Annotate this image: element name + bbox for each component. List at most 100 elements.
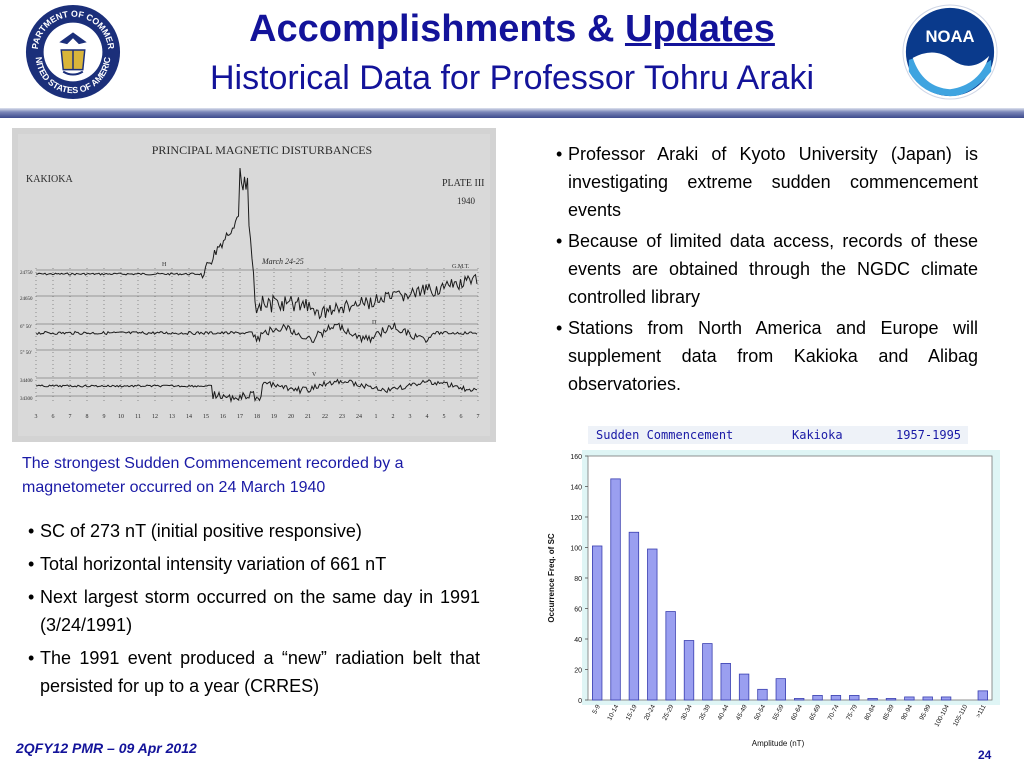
trace-label-v: V — [312, 372, 317, 378]
x-tick-label: 50-54 — [753, 703, 767, 721]
bullet-item: SC of 273 nT (initial positive responsiv… — [28, 517, 480, 545]
y-tick-label: 0 — [578, 698, 582, 705]
x-tick-label: 95-99 — [919, 703, 933, 721]
hour-tick-label: 2 — [392, 414, 395, 420]
noaa-logo-icon: NOAA — [902, 4, 998, 100]
x-tick-label: 85-89 — [882, 703, 896, 721]
scale-label: 24750 — [20, 271, 33, 276]
magnetogram-caption: The strongest Sudden Commencement record… — [22, 455, 404, 496]
bar-80-84 — [867, 698, 878, 701]
bullet-item: Stations from North America and Europe w… — [556, 314, 978, 398]
department-of-commerce-seal-icon: DEPARTMENT OF COMMERCE UNITED STATES OF … — [24, 3, 121, 100]
chart-period: 1957-1995 — [896, 428, 961, 442]
x-tick-label: >111 — [975, 703, 988, 719]
trace-label-d: D — [372, 320, 377, 326]
hour-tick-label: 3 — [35, 414, 38, 420]
bar-65-69 — [812, 695, 823, 701]
bar-45-49 — [738, 673, 750, 701]
plate-traces — [35, 167, 478, 404]
x-tick-label: 10-14 — [606, 703, 620, 721]
x-tick-label: 45-49 — [735, 703, 749, 721]
bullet-item: Total horizontal intensity variation of … — [28, 550, 480, 578]
x-tick-label: 75-79 — [845, 703, 859, 721]
scale-label: 24650 — [20, 297, 33, 302]
hour-tick-label: 5 — [443, 414, 446, 420]
x-tick-label: 30-34 — [680, 703, 694, 721]
plate-station: KAKIOKA — [26, 174, 73, 185]
bar-50-54 — [757, 688, 768, 701]
plate-date: March 24-25 — [261, 257, 304, 266]
hour-tick-label: 10 — [118, 414, 124, 420]
bar-55-59 — [775, 678, 786, 701]
bar-15-19 — [628, 531, 640, 701]
y-tick-label: 20 — [574, 668, 582, 675]
bullet-item: Because of limited data access, records … — [556, 227, 978, 311]
bar->111 — [977, 690, 988, 701]
y-tick-label: 120 — [570, 515, 582, 522]
hour-tick-label: 24 — [356, 414, 362, 420]
bullet-item: Professor Araki of Kyoto University (Jap… — [556, 140, 978, 224]
scale-label: 5° 50' — [20, 351, 32, 356]
bar-20-24 — [647, 548, 658, 701]
hour-tick-label: 16 — [220, 414, 226, 420]
y-tick-label: 80 — [574, 576, 582, 583]
hour-tick-label: 13 — [169, 414, 175, 420]
chart-y-label: Occurrence Freq. of SC — [547, 533, 556, 623]
right-bullet-list: Professor Araki of Kyoto University (Jap… — [556, 140, 978, 401]
bar-30-34 — [683, 640, 695, 701]
magnetic-trace — [35, 167, 478, 320]
bar-5-9 — [592, 545, 603, 701]
x-tick-label: 105-110 — [952, 703, 969, 727]
chart-y-ticks: 0 20 40 60 80 100 120 140 160 — [570, 454, 588, 705]
hour-tick-label: 7 — [69, 414, 72, 420]
hour-tick-label: 23 — [339, 414, 345, 420]
scale-label: 34300 — [20, 397, 33, 402]
bar-70-74 — [830, 695, 842, 701]
hour-tick-label: 19 — [271, 414, 277, 420]
x-tick-label: 35-39 — [698, 703, 712, 721]
chart-title-band — [588, 426, 968, 444]
y-tick-label: 60 — [574, 607, 582, 614]
y-tick-label: 40 — [574, 637, 582, 644]
scale-label: 6° 50' — [20, 325, 32, 330]
bar-60-64 — [794, 698, 805, 701]
bar-100-104 — [940, 696, 952, 701]
sc-frequency-chart: Sudden Commencement Kakioka 1957-1995 Oc… — [547, 426, 1000, 748]
chart-x-label: Amplitude (nT) — [752, 739, 805, 748]
bullet-item: The 1991 event produced a “new” radiatio… — [28, 644, 480, 700]
slide-title: Accomplishments & Updates — [249, 8, 775, 50]
hour-tick-label: 20 — [288, 414, 294, 420]
x-tick-label: 70-74 — [827, 703, 841, 721]
hour-tick-label: 6 — [52, 414, 55, 420]
left-bullet-list: SC of 273 nT (initial positive responsiv… — [28, 517, 480, 705]
bar-75-79 — [849, 695, 860, 701]
noaa-logo-text: NOAA — [925, 27, 974, 46]
x-tick-label: 40-44 — [717, 703, 731, 721]
bar-35-39 — [702, 643, 713, 701]
magnetic-trace — [35, 378, 478, 404]
hour-tick-label: 6 — [460, 414, 463, 420]
plate-hour-ticks: 3 6 7 8 9 10 11 12 13 14 15 16 17 18 19 20 21 22 23 24 1 2 3 4 5… — [35, 414, 480, 420]
bar-25-29 — [665, 611, 676, 701]
bar-85-89 — [885, 698, 897, 701]
hour-tick-label: 11 — [135, 414, 141, 420]
hour-tick-label: 3 — [409, 414, 412, 420]
header-divider — [0, 108, 1024, 118]
chart-title: Sudden Commencement — [596, 428, 733, 442]
hour-tick-label: 4 — [426, 414, 429, 420]
hour-tick-label: 15 — [203, 414, 209, 420]
bar-90-94 — [904, 696, 915, 701]
hour-tick-label: 1 — [375, 414, 378, 420]
x-tick-label: 15-19 — [625, 703, 639, 721]
magnetic-trace — [35, 322, 478, 344]
chart-bars — [592, 478, 988, 701]
hour-tick-label: 14 — [186, 414, 192, 420]
x-tick-label: 25-29 — [661, 703, 675, 721]
plate-heading: PRINCIPAL MAGNETIC DISTURBANCES — [152, 143, 372, 157]
y-tick-label: 140 — [570, 485, 582, 492]
footer-label: 2QFY12 PMR – 09 Apr 2012 — [16, 740, 197, 756]
hour-tick-label: 7 — [477, 414, 480, 420]
y-tick-label: 160 — [570, 454, 582, 461]
x-tick-label: 55-59 — [772, 703, 786, 721]
hour-tick-label: 9 — [103, 414, 106, 420]
